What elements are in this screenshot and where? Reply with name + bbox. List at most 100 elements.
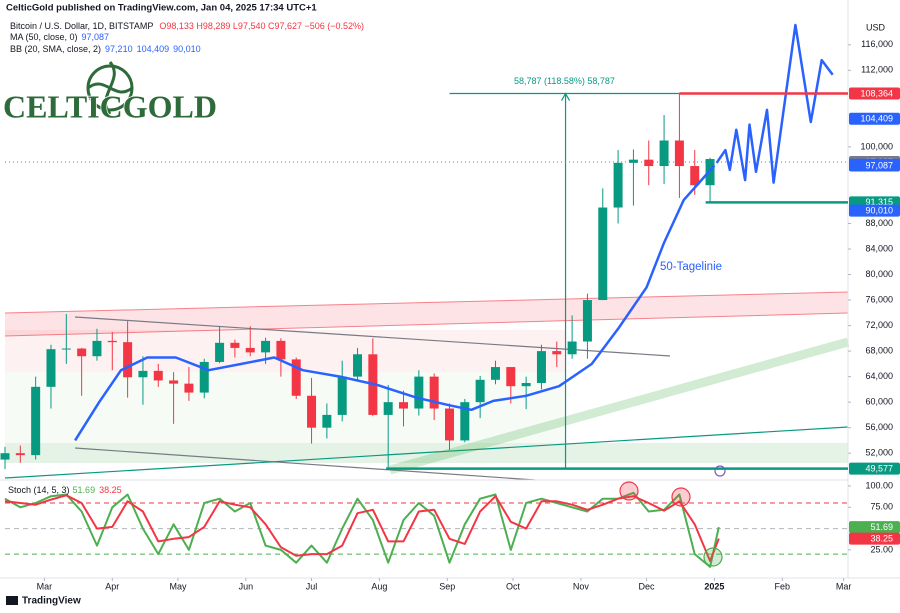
price-tag-label: 104,409 (860, 114, 893, 124)
x-tick-label: Jun (239, 581, 254, 591)
y-tick-label: 112,000 (861, 65, 893, 75)
candle-body (567, 341, 577, 355)
x-tick-label: Mar (37, 581, 53, 591)
y-tick-label: 68,000 (865, 345, 893, 355)
x-tick-label: Sep (439, 581, 455, 591)
resistance-line (4, 291, 849, 314)
y-tick-label: 80,000 (865, 269, 893, 279)
candle-body (399, 402, 409, 409)
x-tick-label: Apr (105, 581, 119, 591)
price-tag-label: 49,577 (865, 464, 893, 474)
ohlc: O98,133 H98,289 L97,540 C97,627 −506 (−0… (159, 21, 364, 31)
drawings (0, 0, 900, 579)
axes: 52,000 56,000 60,000 64,000 68,000 72,000 76,0… (37, 39, 900, 591)
logo-knot (87, 61, 133, 115)
bb-legend: BB (20, SMA, close, 2) 97,210 104,409 90,01… (10, 44, 201, 54)
candle-body (337, 376, 347, 415)
arrow-head (561, 92, 571, 101)
candle-body (613, 162, 623, 208)
candle-body (123, 342, 133, 378)
price-tag (849, 112, 900, 125)
tv-icon (6, 596, 18, 605)
value-tag (849, 521, 900, 534)
candle-body (429, 376, 439, 409)
price-tag-label: 90,010 (865, 206, 893, 216)
candle-body (582, 300, 592, 342)
y-tick-label: 84,000 (865, 243, 893, 253)
highlight-circle (619, 481, 639, 501)
y-tick-label: 56,000 (865, 422, 893, 432)
candle-body (659, 140, 669, 167)
symbol-line: Bitcoin / U.S. Dollar, 1D, BITSTAMP O98,1… (10, 21, 364, 31)
stoch-legend: Stoch (14, 5, 3) 51.69 38.25 (8, 485, 122, 495)
y-tick-label: 25.00 (870, 544, 893, 554)
y-tick-label: 88,000 (865, 218, 893, 228)
candle-body (506, 367, 516, 387)
x-tick-label: Dec (639, 581, 656, 591)
y-tick-label: 76,000 (865, 294, 893, 304)
candle-body (521, 383, 531, 387)
candle-body (31, 386, 41, 456)
ma-value: 97,087 (82, 32, 110, 42)
highlight-circle (703, 547, 723, 567)
price-tag (849, 159, 900, 172)
stoch-line (4, 494, 720, 562)
trend-channel (388, 337, 850, 475)
candle-body (322, 414, 332, 428)
candle-body (383, 402, 393, 415)
x-tick-label: Jul (306, 581, 318, 591)
candle-body (0, 453, 10, 460)
x-tick-label: May (169, 581, 187, 591)
price-tag (849, 87, 900, 100)
candle-body (674, 140, 684, 167)
candle-body (245, 347, 255, 353)
footer-logo: TradingView (6, 596, 81, 607)
price-tag-label: 97,087 (865, 160, 893, 170)
x-tick-label: Nov (573, 581, 590, 591)
candle-body (107, 340, 117, 343)
value-tag (849, 532, 900, 545)
symbol: Bitcoin / U.S. Dollar, 1D, BITSTAMP (10, 21, 153, 31)
bb-value: 97,210 (105, 44, 133, 54)
price-tag-label: 91,315 (865, 197, 893, 207)
logo-text: CELTICGOLD (3, 88, 217, 124)
candle-body (690, 166, 700, 186)
candle-body (598, 207, 608, 301)
candle-body (169, 380, 179, 384)
candle-body (414, 376, 424, 409)
moving-average (74, 164, 716, 442)
ma-name: MA (50, close, 0) (10, 32, 78, 42)
y-tick-label: 100.00 (865, 480, 893, 490)
publisher: CelticGold published on TradingView.com,… (6, 3, 317, 14)
x-tick-label: Feb (775, 581, 791, 591)
candle-body (628, 159, 638, 163)
stoch-line (4, 491, 720, 568)
x-tick-label: Oct (506, 581, 521, 591)
candle-body (15, 453, 25, 456)
price-tag-label: 108,364 (860, 88, 893, 98)
stoch-k-value: 51.69 (73, 485, 96, 495)
ma-legend: MA (50, close, 0) 97,087 (10, 32, 109, 42)
candle-body (184, 383, 194, 393)
candle-body (644, 159, 654, 167)
value-tag-label: 38.25 (870, 533, 893, 543)
candle-body (46, 349, 56, 387)
candle-body (353, 354, 363, 377)
price-tag (849, 204, 900, 217)
bb-value: 104,409 (137, 44, 170, 54)
candle-body (475, 379, 485, 403)
y-tick-label: 75.00 (870, 502, 893, 512)
candle-body (291, 359, 301, 396)
bb-name: BB (20, SMA, close, 2) (10, 44, 101, 54)
stoch-name: Stoch (14, 5, 3) (8, 485, 70, 495)
highlight-circle (671, 487, 691, 507)
candle-body (92, 340, 102, 357)
range-zone (5, 372, 565, 443)
stoch-d-value: 38.25 (99, 485, 122, 495)
candle-body (307, 395, 317, 428)
candle-body (536, 351, 546, 384)
overlay: CELTICGOLD CelticGold published on Tradi… (2, 3, 885, 607)
y-tick-label: 72,000 (865, 320, 893, 330)
annotation: 50-Tagelinie (660, 261, 722, 273)
